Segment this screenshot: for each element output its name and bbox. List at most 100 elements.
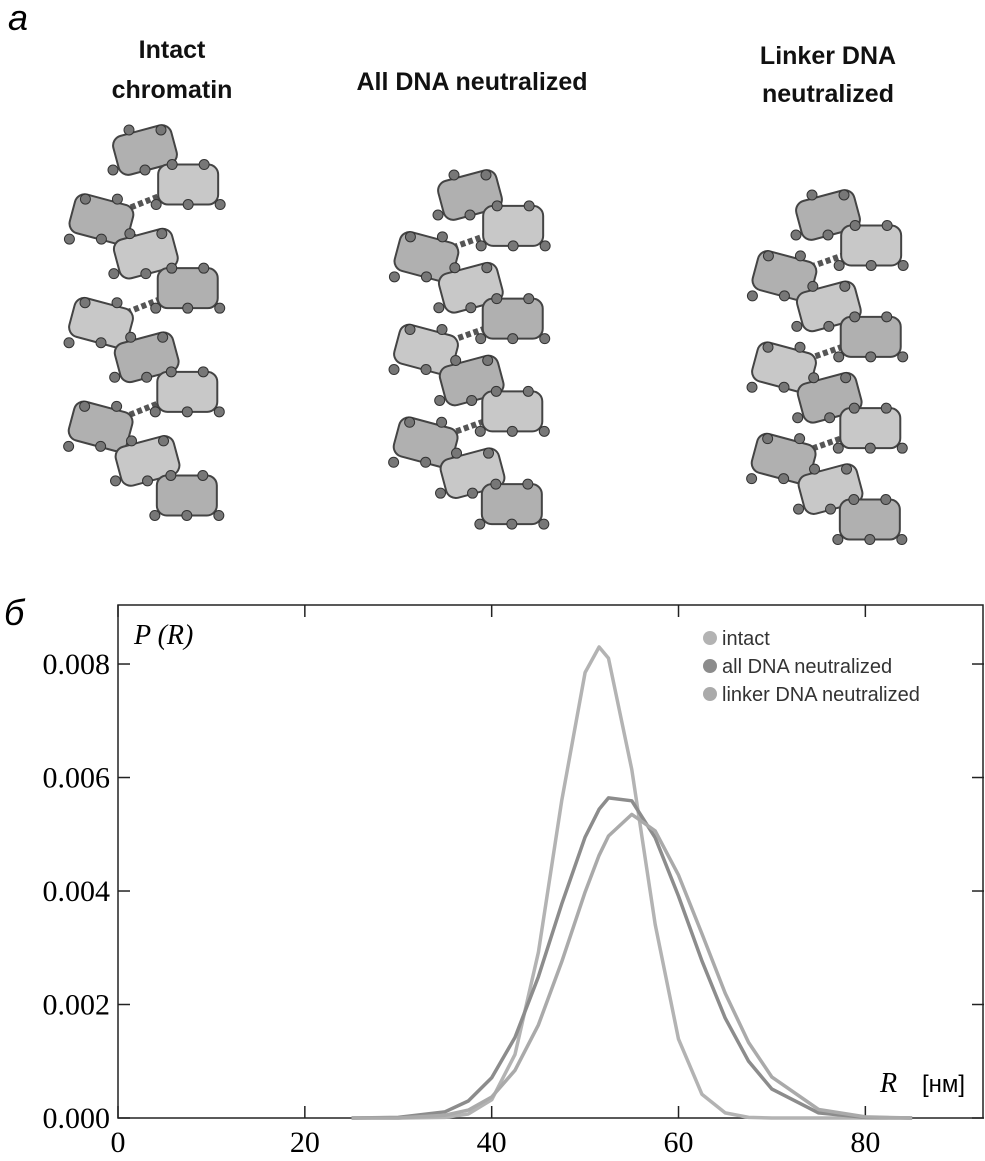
histone-tail bbox=[63, 440, 75, 452]
histone-tail bbox=[522, 385, 534, 397]
x-tick-label: 40 bbox=[477, 1126, 507, 1159]
x-tick-label: 60 bbox=[664, 1126, 694, 1159]
histone-tail bbox=[849, 219, 861, 231]
nucleosome bbox=[840, 224, 903, 267]
panel-title: neutralized bbox=[762, 80, 894, 108]
histone-tail bbox=[523, 293, 535, 305]
y-tick-label: 0.008 bbox=[43, 648, 111, 681]
histone-tail bbox=[388, 271, 400, 283]
histone-tail bbox=[95, 440, 107, 452]
histone-tail bbox=[794, 250, 806, 262]
histone-tail bbox=[451, 447, 463, 459]
histone-tail bbox=[111, 297, 123, 309]
histone-tail bbox=[833, 259, 845, 271]
x-tick-label: 0 bbox=[111, 1126, 126, 1159]
histone-tail bbox=[794, 341, 806, 353]
panel-title: Linker DNA bbox=[760, 42, 896, 70]
panel-label: а bbox=[8, 0, 28, 38]
histone-tail bbox=[832, 442, 844, 454]
histone-tail bbox=[897, 259, 909, 271]
histone-tail bbox=[95, 337, 107, 349]
histone-tail bbox=[483, 447, 495, 459]
histone-tail bbox=[825, 503, 837, 515]
histone-tail bbox=[420, 271, 432, 283]
histone-tail bbox=[762, 433, 774, 445]
nucleosome bbox=[156, 267, 219, 310]
histone-tail bbox=[79, 193, 91, 205]
histone-tail bbox=[833, 351, 845, 363]
histone-tail bbox=[480, 169, 492, 181]
histone-tail bbox=[433, 302, 445, 314]
histone-tail bbox=[822, 229, 834, 241]
histone-tail bbox=[181, 509, 193, 521]
x-tick-label: 20 bbox=[290, 1126, 320, 1159]
histone-tail bbox=[165, 469, 177, 481]
histone-tail bbox=[849, 311, 861, 323]
histone-tail bbox=[466, 394, 478, 406]
nucleosome bbox=[155, 474, 218, 517]
histone-tail bbox=[791, 320, 803, 332]
histone-tail bbox=[465, 302, 477, 314]
histone-tail bbox=[474, 425, 486, 437]
histone-tail bbox=[198, 159, 210, 171]
legend-marker bbox=[703, 687, 717, 701]
histone-tail bbox=[63, 233, 75, 245]
histone-tail bbox=[746, 290, 758, 302]
histone-tail bbox=[794, 433, 806, 445]
histone-tail bbox=[790, 229, 802, 241]
histone-tail bbox=[475, 240, 487, 252]
histone-tail bbox=[449, 262, 461, 274]
histone-tail bbox=[149, 509, 161, 521]
histone-tail bbox=[848, 402, 860, 414]
histone-tail bbox=[506, 425, 518, 437]
histone-tail bbox=[107, 164, 119, 176]
histone-tail bbox=[896, 442, 908, 454]
nucleosome bbox=[482, 204, 545, 247]
histone-tail bbox=[108, 268, 120, 280]
histone-tail bbox=[63, 337, 75, 349]
histone-tail bbox=[404, 416, 416, 428]
histone-tail bbox=[404, 324, 416, 336]
histone-tail bbox=[436, 324, 448, 336]
histone-tail bbox=[140, 268, 152, 280]
histone-tail bbox=[865, 259, 877, 271]
histone-tail bbox=[792, 412, 804, 424]
histone-tail bbox=[213, 509, 225, 521]
histone-tail bbox=[95, 233, 107, 245]
histone-tail bbox=[746, 473, 758, 485]
histone-tail bbox=[388, 364, 400, 376]
histone-tail bbox=[538, 425, 550, 437]
histone-tail bbox=[181, 406, 193, 418]
legend-marker bbox=[703, 659, 717, 673]
histone-tail bbox=[839, 280, 851, 292]
histone-tail bbox=[897, 351, 909, 363]
histone-tail bbox=[865, 351, 877, 363]
panel-title: All DNA neutralized bbox=[356, 68, 587, 96]
histone-tail bbox=[182, 302, 194, 314]
histone-tail bbox=[824, 412, 836, 424]
histone-tail bbox=[420, 364, 432, 376]
histone-tail bbox=[482, 354, 494, 366]
panel-title: chromatin bbox=[112, 76, 233, 104]
histone-tail bbox=[522, 478, 534, 490]
nucleosome bbox=[839, 407, 902, 450]
histone-tail bbox=[111, 400, 123, 412]
histone-tail bbox=[139, 164, 151, 176]
nucleosome bbox=[481, 297, 544, 340]
y-tick-label: 0.000 bbox=[43, 1102, 111, 1135]
histone-tail bbox=[506, 518, 518, 530]
histone-tail bbox=[213, 406, 225, 418]
legend-label: intact bbox=[722, 628, 770, 650]
histone-tail bbox=[158, 435, 170, 447]
histone-tail bbox=[490, 385, 502, 397]
series-line bbox=[351, 645, 913, 1120]
histone-tail bbox=[197, 366, 209, 378]
y-tick-label: 0.002 bbox=[43, 989, 111, 1022]
histone-tail bbox=[214, 302, 226, 314]
histone-tail bbox=[778, 290, 790, 302]
x-axis-label: R bbox=[879, 1068, 897, 1099]
histone-tail bbox=[182, 199, 194, 211]
histone-tail bbox=[166, 159, 178, 171]
histone-tail bbox=[467, 487, 479, 499]
